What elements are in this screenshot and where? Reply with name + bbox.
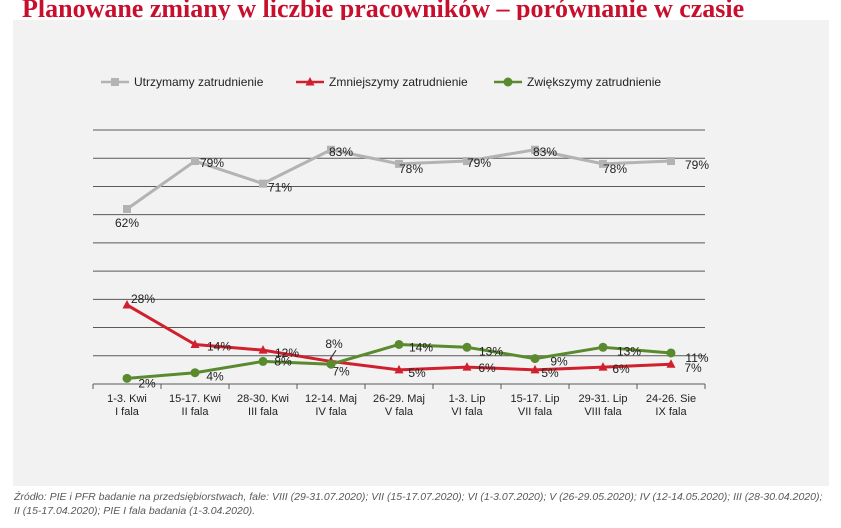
data-label: 62% <box>115 216 139 230</box>
source-note: Źródło: PIE i PFR badanie na przedsiębio… <box>14 491 823 517</box>
marker-circle <box>326 359 336 369</box>
series-line <box>126 303 672 372</box>
marker-square <box>191 157 199 166</box>
x-tick-label: IV fala <box>315 406 347 418</box>
data-label: 8% <box>274 354 292 368</box>
x-tick-label: 26-29. Maj <box>373 393 425 405</box>
x-tick-label: VI fala <box>451 406 483 418</box>
marker-triangle <box>462 362 472 371</box>
legend-label: Utrzymamy zatrudnienie <box>134 75 264 89</box>
data-label: 78% <box>399 162 423 176</box>
marker-triangle <box>666 359 676 368</box>
marker-triangle <box>394 364 404 374</box>
marker-circle <box>394 339 404 349</box>
x-tick-label: VII fala <box>518 406 553 418</box>
data-label: 8% <box>325 337 343 351</box>
data-label: 11% <box>685 351 708 365</box>
marker-triangle <box>598 362 608 371</box>
x-tick-label: 12-14. Maj <box>305 393 357 405</box>
data-label: 79% <box>685 158 709 172</box>
x-tick-label: I fala <box>115 406 140 418</box>
data-label: 5% <box>408 366 426 380</box>
data-label: 14% <box>207 339 231 353</box>
x-tick-label: VIII fala <box>584 406 622 418</box>
x-tick-label: 29-31. Lip <box>579 393 628 405</box>
marker-square <box>463 157 471 166</box>
data-label: 7% <box>684 361 702 375</box>
marker-square <box>111 78 119 86</box>
chart-panel <box>13 20 829 486</box>
marker-square <box>395 159 403 168</box>
data-label: 9% <box>550 355 568 369</box>
marker-square <box>327 145 335 154</box>
data-label: 2% <box>138 376 156 390</box>
data-label: 6% <box>478 361 496 375</box>
data-label: 28% <box>131 292 155 306</box>
marker-triangle <box>122 299 132 309</box>
chart-title: Planowane zmiany w liczbie pracowników –… <box>22 0 745 23</box>
data-label: 14% <box>409 340 433 354</box>
marker-circle <box>503 77 513 87</box>
data-label: 4% <box>206 370 224 384</box>
data-label: 79% <box>200 156 224 170</box>
label-leader-line <box>329 349 337 360</box>
data-label: 83% <box>329 145 353 159</box>
data-label: 83% <box>533 145 557 159</box>
marker-circle <box>666 348 676 358</box>
marker-circle <box>462 342 472 352</box>
marker-triangle <box>530 364 540 374</box>
x-tick-label: 1-3. Lip <box>449 393 486 405</box>
data-label: 79% <box>467 156 491 170</box>
x-tick-label: 15-17. Lip <box>511 393 560 405</box>
x-tick-label: IX fala <box>655 406 687 418</box>
marker-square <box>259 179 267 188</box>
marker-circle <box>258 356 268 366</box>
marker-triangle <box>190 339 200 348</box>
marker-circle <box>190 368 200 378</box>
x-tick-label: 24-26. Sie <box>646 393 696 405</box>
data-label: 7% <box>332 364 350 378</box>
marker-square <box>599 159 607 168</box>
x-tick-label: V fala <box>385 406 414 418</box>
x-tick-label: 15-17. Kwi <box>169 393 221 405</box>
x-tick-label: 1-3. Kwi <box>107 393 147 405</box>
data-label: 6% <box>612 362 630 376</box>
marker-circle <box>122 373 132 383</box>
marker-triangle <box>305 77 315 86</box>
marker-square <box>123 205 131 214</box>
marker-square <box>531 145 539 154</box>
legend-label: Zmniejszymy zatrudnienie <box>329 75 468 89</box>
marker-square <box>667 157 675 166</box>
data-label: 78% <box>603 162 627 176</box>
data-label: 13% <box>617 344 641 358</box>
data-label: 71% <box>268 181 292 195</box>
legend-label: Zwiększymy zatrudnienie <box>527 75 661 89</box>
data-label: 12% <box>275 346 299 360</box>
marker-triangle <box>258 345 268 354</box>
x-tick-label: 28-30. Kwi <box>237 393 289 405</box>
marker-circle <box>530 354 540 364</box>
x-tick-label: III fala <box>248 406 279 418</box>
data-label: 5% <box>541 366 559 380</box>
data-label: 13% <box>479 344 503 358</box>
marker-circle <box>598 342 608 352</box>
x-tick-label: II fala <box>182 406 210 418</box>
